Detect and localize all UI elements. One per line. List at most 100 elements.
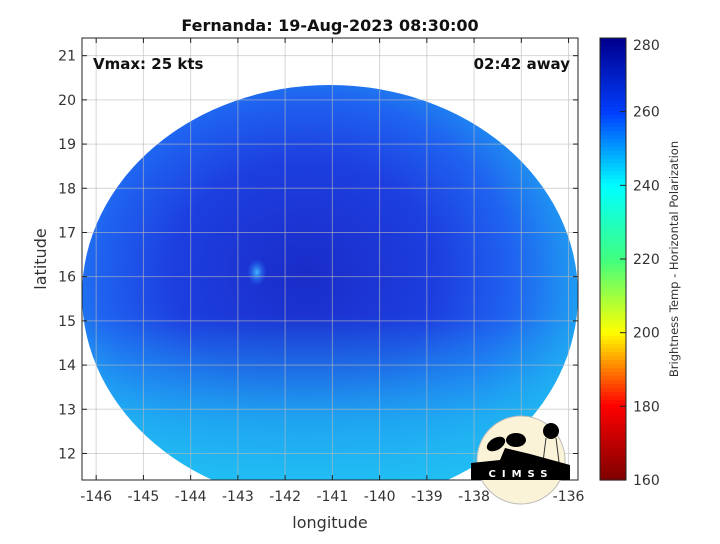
colorbar-segment	[600, 94, 626, 99]
colorbar-segment	[600, 70, 626, 75]
y-tick-label: 17	[58, 225, 76, 241]
colorbar-segment	[600, 82, 626, 87]
colorbar-segment	[600, 407, 626, 413]
colorbar-segment	[600, 102, 626, 107]
colorbar-segment	[600, 455, 626, 461]
colorbar-segment	[600, 471, 626, 477]
y-tick-label: 18	[58, 181, 76, 197]
colorbar-segment	[600, 475, 626, 481]
colorbar-segment	[600, 327, 626, 332]
colorbar-segment	[600, 58, 626, 63]
colorbar-segment	[600, 431, 626, 437]
colorbar-segment	[600, 303, 626, 308]
colorbar-segment	[600, 202, 626, 208]
colorbar-segment	[600, 291, 626, 296]
colorbar-segment	[600, 391, 626, 397]
colorbar-segment	[600, 435, 626, 441]
colorbar-segment	[600, 443, 626, 449]
colorbar-segment	[600, 427, 626, 433]
colorbar-segment	[600, 130, 626, 136]
colorbar-segment	[600, 267, 626, 272]
colorbar-segment	[600, 170, 626, 176]
y-tick-label: 21	[58, 49, 76, 65]
colorbar-tick-label: 200	[633, 326, 660, 342]
colorbar-segment	[600, 62, 626, 67]
colorbar-segment	[600, 283, 626, 288]
y-tick-label: 19	[58, 137, 76, 153]
colorbar-segment	[600, 467, 626, 473]
colorbar-label: Brightness Temp - Horizontal Polarizatio…	[667, 141, 681, 377]
colorbar-tick-label: 160	[633, 473, 660, 489]
colorbar-segment	[600, 166, 626, 172]
colorbar-segment	[600, 279, 626, 284]
colorbar-segment	[600, 90, 626, 95]
colorbar-segment	[600, 379, 626, 385]
colorbar-segment	[600, 399, 626, 405]
colorbar-segment	[600, 106, 626, 111]
colorbar-segment	[600, 122, 626, 127]
colorbar-segment	[600, 254, 626, 260]
x-tick-label: -144	[175, 489, 207, 505]
colorbar-segment	[600, 186, 626, 192]
x-tick-label: -138	[458, 489, 490, 505]
x-tick-label: -142	[269, 489, 301, 505]
colorbar-segment	[600, 214, 626, 220]
colorbar-segment	[600, 66, 626, 71]
colorbar-segment	[600, 423, 626, 429]
colorbar-segment	[600, 42, 626, 47]
colorbar-segment	[600, 411, 626, 417]
colorbar-segment	[600, 158, 626, 164]
y-tick-label: 13	[58, 402, 76, 418]
x-tick-label: -143	[222, 489, 254, 505]
colorbar-segment	[600, 206, 626, 212]
colorbar-segment	[600, 347, 626, 353]
colorbar-segment	[600, 335, 626, 340]
colorbar-segment	[600, 242, 626, 248]
x-axis-label: longitude	[292, 513, 367, 532]
colorbar-segment	[600, 218, 626, 224]
colorbar-segment	[600, 275, 626, 280]
colorbar-segment	[600, 387, 626, 393]
colorbar-segment	[600, 230, 626, 236]
colorbar-segment	[600, 114, 626, 119]
colorbar-segment	[600, 375, 626, 381]
vmax-annotation: Vmax: 25 kts	[93, 55, 203, 73]
colorbar-segment	[600, 447, 626, 453]
colorbar-segment	[600, 459, 626, 465]
colorbar-segment	[600, 246, 626, 252]
colorbar-segment	[600, 162, 626, 168]
swath-outer-fade	[82, 85, 578, 480]
colorbar-segment	[600, 319, 626, 324]
colorbar-segment	[600, 367, 626, 373]
colorbar-segment	[600, 110, 626, 115]
x-tick-label: -139	[411, 489, 443, 505]
colorbar-tick-label: 280	[633, 38, 660, 54]
colorbar-segment	[600, 315, 626, 320]
colorbar-segment	[600, 234, 626, 240]
colorbar-segment	[600, 198, 626, 204]
colorbar-segment	[600, 403, 626, 409]
colorbar-segment	[600, 451, 626, 457]
y-tick-label: 12	[58, 446, 76, 462]
eye-feature	[246, 258, 267, 287]
colorbar-segment	[600, 126, 626, 132]
colorbar-segment	[600, 178, 626, 184]
y-tick-label: 15	[58, 314, 76, 330]
x-tick-label: -136	[553, 489, 585, 505]
colorbar-segment	[600, 150, 626, 156]
colorbar-segment	[600, 351, 626, 357]
colorbar-segment	[600, 38, 626, 43]
colorbar-segment	[600, 86, 626, 91]
x-tick-label: -146	[80, 489, 112, 505]
axes-box	[81, 37, 579, 481]
colorbar-segment	[600, 210, 626, 216]
colorbar-segment	[600, 263, 626, 268]
colorbar-segment	[600, 222, 626, 228]
y-tick-label: 14	[58, 358, 76, 374]
x-tick-label: -140	[364, 489, 396, 505]
colorbar-segment	[600, 226, 626, 232]
colorbar-segment	[600, 98, 626, 103]
colorbar-segment	[600, 174, 626, 180]
